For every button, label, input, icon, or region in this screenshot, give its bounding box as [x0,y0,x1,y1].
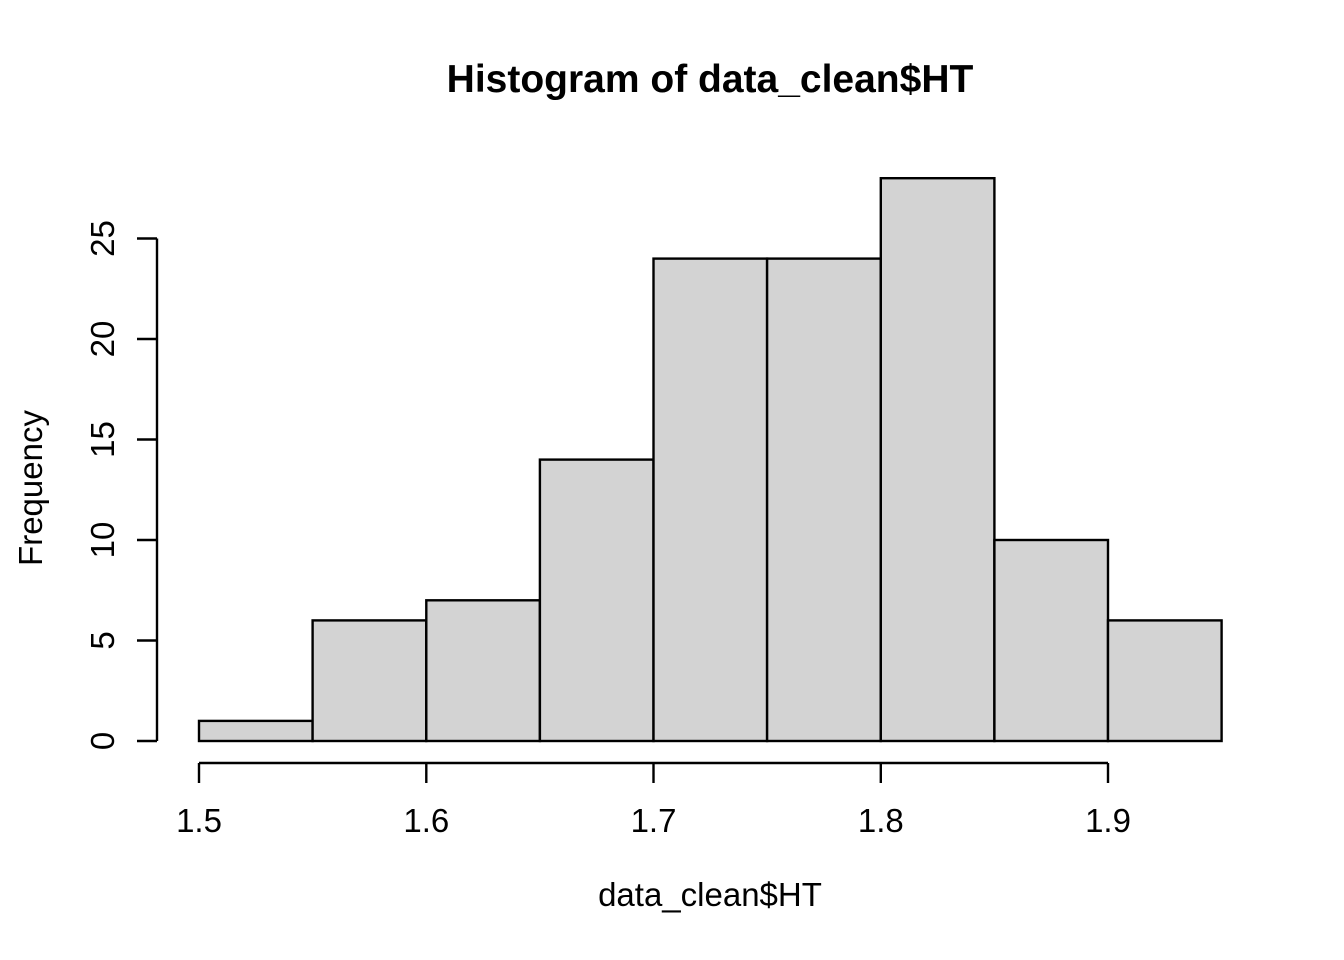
y-tick-label: 5 [84,631,121,649]
chart-title: Histogram of data_clean$HT [447,58,974,101]
y-axis-title: Frequency [12,410,49,566]
histogram-bar [765,257,882,743]
histogram-bar [425,599,542,743]
x-tick-label: 1.9 [1085,802,1131,839]
histogram-bar [993,538,1110,743]
histogram-bar [1106,619,1223,743]
y-tick-label: 25 [84,220,121,257]
x-tick-label: 1.8 [858,802,904,839]
histogram-bar [538,458,655,743]
x-tick-label: 1.7 [631,802,677,839]
y-tick-label: 0 [84,732,121,750]
axes-layer: 0 5 10 15 20 25 1.5 1.6 1.7 1.8 1.9 [84,220,1131,839]
histogram-bar [311,619,428,743]
x-tick-label: 1.5 [176,802,222,839]
y-tick-label: 10 [84,522,121,559]
x-tick-label: 1.6 [403,802,449,839]
x-axis-title: data_clean$HT [598,876,822,913]
bars-layer [197,176,1223,743]
y-tick-label: 15 [84,421,121,458]
y-tick-label: 20 [84,321,121,358]
histogram-bar [879,176,996,743]
histogram-bar [197,719,314,743]
histogram-bar [652,257,769,743]
